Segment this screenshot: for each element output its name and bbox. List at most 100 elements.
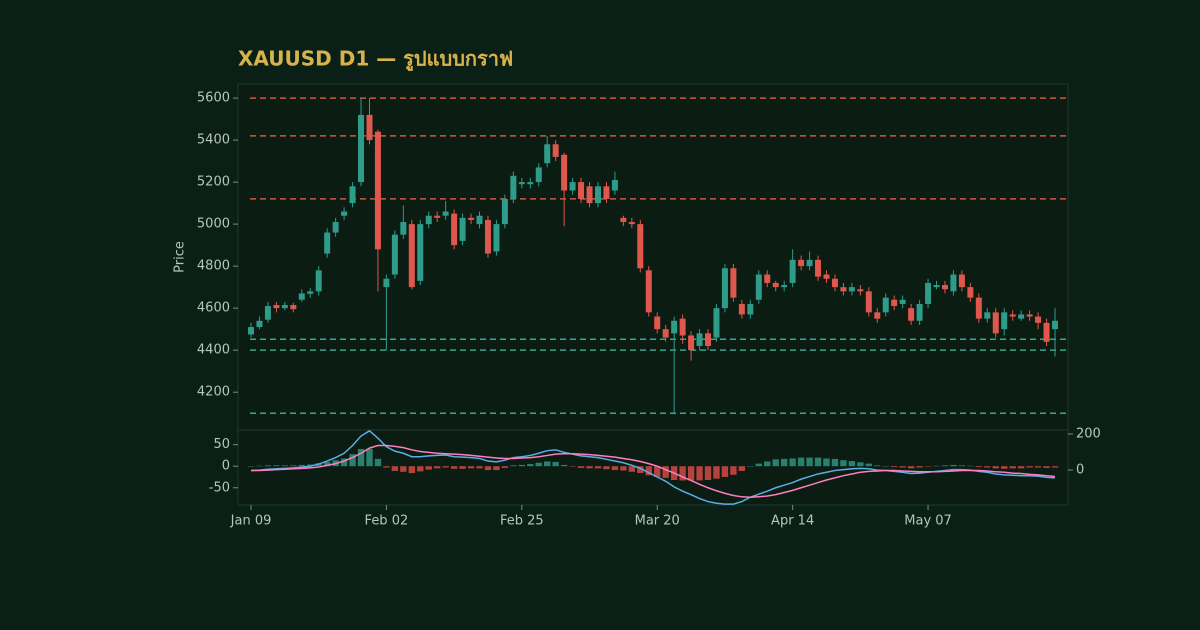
candle-body xyxy=(425,215,432,225)
candle-body xyxy=(374,131,381,250)
macd-histogram-bar xyxy=(662,466,669,478)
candle-body xyxy=(1009,314,1016,317)
y2-tick-label: 200 xyxy=(1076,426,1101,441)
candle-body xyxy=(679,318,686,336)
macd-histogram-bar xyxy=(383,466,390,468)
candle-body xyxy=(857,289,864,292)
candle-body xyxy=(1026,314,1033,317)
candle-body xyxy=(789,259,796,283)
macd-histogram-bar xyxy=(1017,466,1025,469)
candle-body xyxy=(1001,312,1008,330)
chart-title: XAUUSD D1 — รูปแบบกราฟ xyxy=(238,47,513,73)
candle-body xyxy=(815,259,822,277)
macd-histogram-bar xyxy=(747,466,754,467)
macd-histogram-bar xyxy=(560,464,568,467)
candle-body xyxy=(781,285,788,288)
candle-body xyxy=(874,312,881,319)
macd-histogram-bar xyxy=(569,466,576,467)
macd-histogram-bar xyxy=(493,466,500,471)
candle-body xyxy=(1043,322,1050,342)
macd-histogram-bar xyxy=(730,466,737,475)
candle-body xyxy=(332,222,339,233)
candle-body xyxy=(476,215,483,225)
candle-body xyxy=(891,299,898,307)
macd-histogram-bar xyxy=(704,466,712,480)
candle-body xyxy=(798,259,805,267)
y-tick-label: 4600 xyxy=(197,301,230,316)
macd-histogram-bar xyxy=(281,465,289,467)
candle-body xyxy=(992,312,999,334)
macd-histogram-bar xyxy=(865,463,873,467)
candle-body xyxy=(899,299,906,304)
y-tick-label: 4400 xyxy=(197,343,230,358)
macd-histogram-bar xyxy=(433,466,441,469)
macd-histogram-bar xyxy=(374,458,382,467)
candle-body xyxy=(950,274,957,292)
macd-histogram-bar xyxy=(764,461,771,467)
macd-histogram-bar xyxy=(577,466,585,468)
y2-tick-label: 0 xyxy=(1076,463,1084,478)
macd-histogram-bar xyxy=(476,466,483,469)
candle-body xyxy=(1018,314,1025,319)
y-tick-label: 5400 xyxy=(197,133,230,148)
candle-body xyxy=(747,303,754,315)
candle-body xyxy=(349,186,356,204)
candle-body xyxy=(705,333,712,346)
macd-histogram-bar xyxy=(290,465,297,467)
macd-histogram-bar xyxy=(442,466,449,468)
candle-body xyxy=(908,308,915,321)
candle-body xyxy=(451,213,458,246)
candle-body xyxy=(662,329,669,338)
macd-histogram-bar xyxy=(298,464,305,467)
candle-body xyxy=(281,305,288,309)
candle-body xyxy=(459,217,466,241)
macd-histogram-bar xyxy=(264,465,272,467)
candle-body xyxy=(984,312,991,319)
candle-body xyxy=(366,114,373,141)
macd-histogram-bar xyxy=(679,466,686,481)
macd-histogram-bar xyxy=(484,466,492,471)
x-tick-label: Mar 20 xyxy=(635,514,680,529)
candle-body xyxy=(298,293,305,300)
macd-histogram-bar xyxy=(527,464,534,467)
candle-body xyxy=(484,219,491,254)
candle-body xyxy=(840,287,847,292)
macd-histogram-bar xyxy=(628,466,636,472)
macd-histogram-bar xyxy=(467,466,475,469)
y-tick-label: 4800 xyxy=(197,259,230,274)
macd-histogram-bar xyxy=(891,466,898,468)
candle-body xyxy=(637,224,644,269)
candle-body xyxy=(730,268,737,298)
candle-body xyxy=(442,211,449,216)
macd-histogram-bar xyxy=(501,466,509,468)
candle-body xyxy=(417,224,424,281)
macd-histogram-bar xyxy=(789,458,796,467)
candle-body xyxy=(544,144,551,164)
macd-histogram-bar xyxy=(391,466,399,471)
candle-body xyxy=(738,303,745,315)
candle-body xyxy=(248,327,254,335)
candle-body xyxy=(933,285,940,288)
candle-body xyxy=(341,211,348,216)
candle-body xyxy=(882,297,889,313)
candle-body xyxy=(518,182,525,185)
candle-body xyxy=(358,114,365,183)
candle-body xyxy=(603,186,610,199)
macd-histogram-bar xyxy=(603,466,610,470)
macd-histogram-bar xyxy=(806,457,813,467)
macd-histogram-bar xyxy=(992,466,999,469)
macd-histogram-bar xyxy=(256,465,263,467)
macd-histogram-bar xyxy=(687,466,695,481)
y-axis-label: Price xyxy=(173,241,188,273)
macd-histogram-bar xyxy=(907,466,915,469)
candle-body xyxy=(654,316,661,330)
macd-histogram-bar xyxy=(941,465,949,467)
macd-histogram-bar xyxy=(1034,466,1042,468)
macd-histogram-bar xyxy=(696,466,703,481)
macd-histogram-bar xyxy=(273,465,280,467)
candle-body xyxy=(493,224,500,252)
macd-histogram-bar xyxy=(814,457,822,467)
macd-histogram-bar xyxy=(408,466,415,474)
candle-body xyxy=(290,305,297,310)
